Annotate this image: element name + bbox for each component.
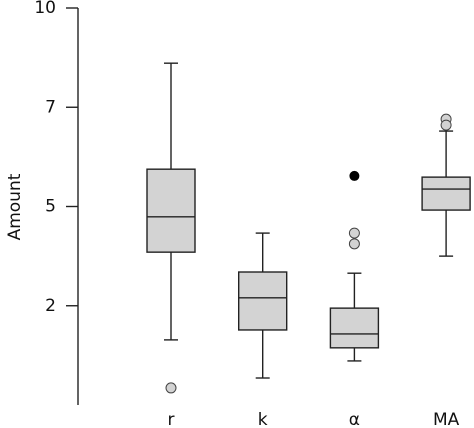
outlier (348, 238, 360, 250)
box (237, 271, 288, 331)
extreme (349, 170, 360, 181)
x-tick-label: k (258, 410, 268, 428)
outlier (348, 227, 360, 239)
y-tick-label: 7 (45, 97, 56, 117)
x-tick-label: MA (433, 410, 460, 428)
x-tick-label: α (349, 410, 360, 428)
y-tick-label: 2 (45, 296, 56, 316)
outlier (165, 382, 177, 394)
x-tick-label: r (168, 410, 175, 428)
box (421, 176, 471, 211)
box (146, 168, 196, 253)
y-axis-label: Amount (5, 173, 25, 240)
y-tick-label: 10 (34, 0, 56, 18)
outlier (440, 119, 452, 131)
y-tick-label: 5 (45, 197, 56, 217)
box (329, 307, 380, 349)
